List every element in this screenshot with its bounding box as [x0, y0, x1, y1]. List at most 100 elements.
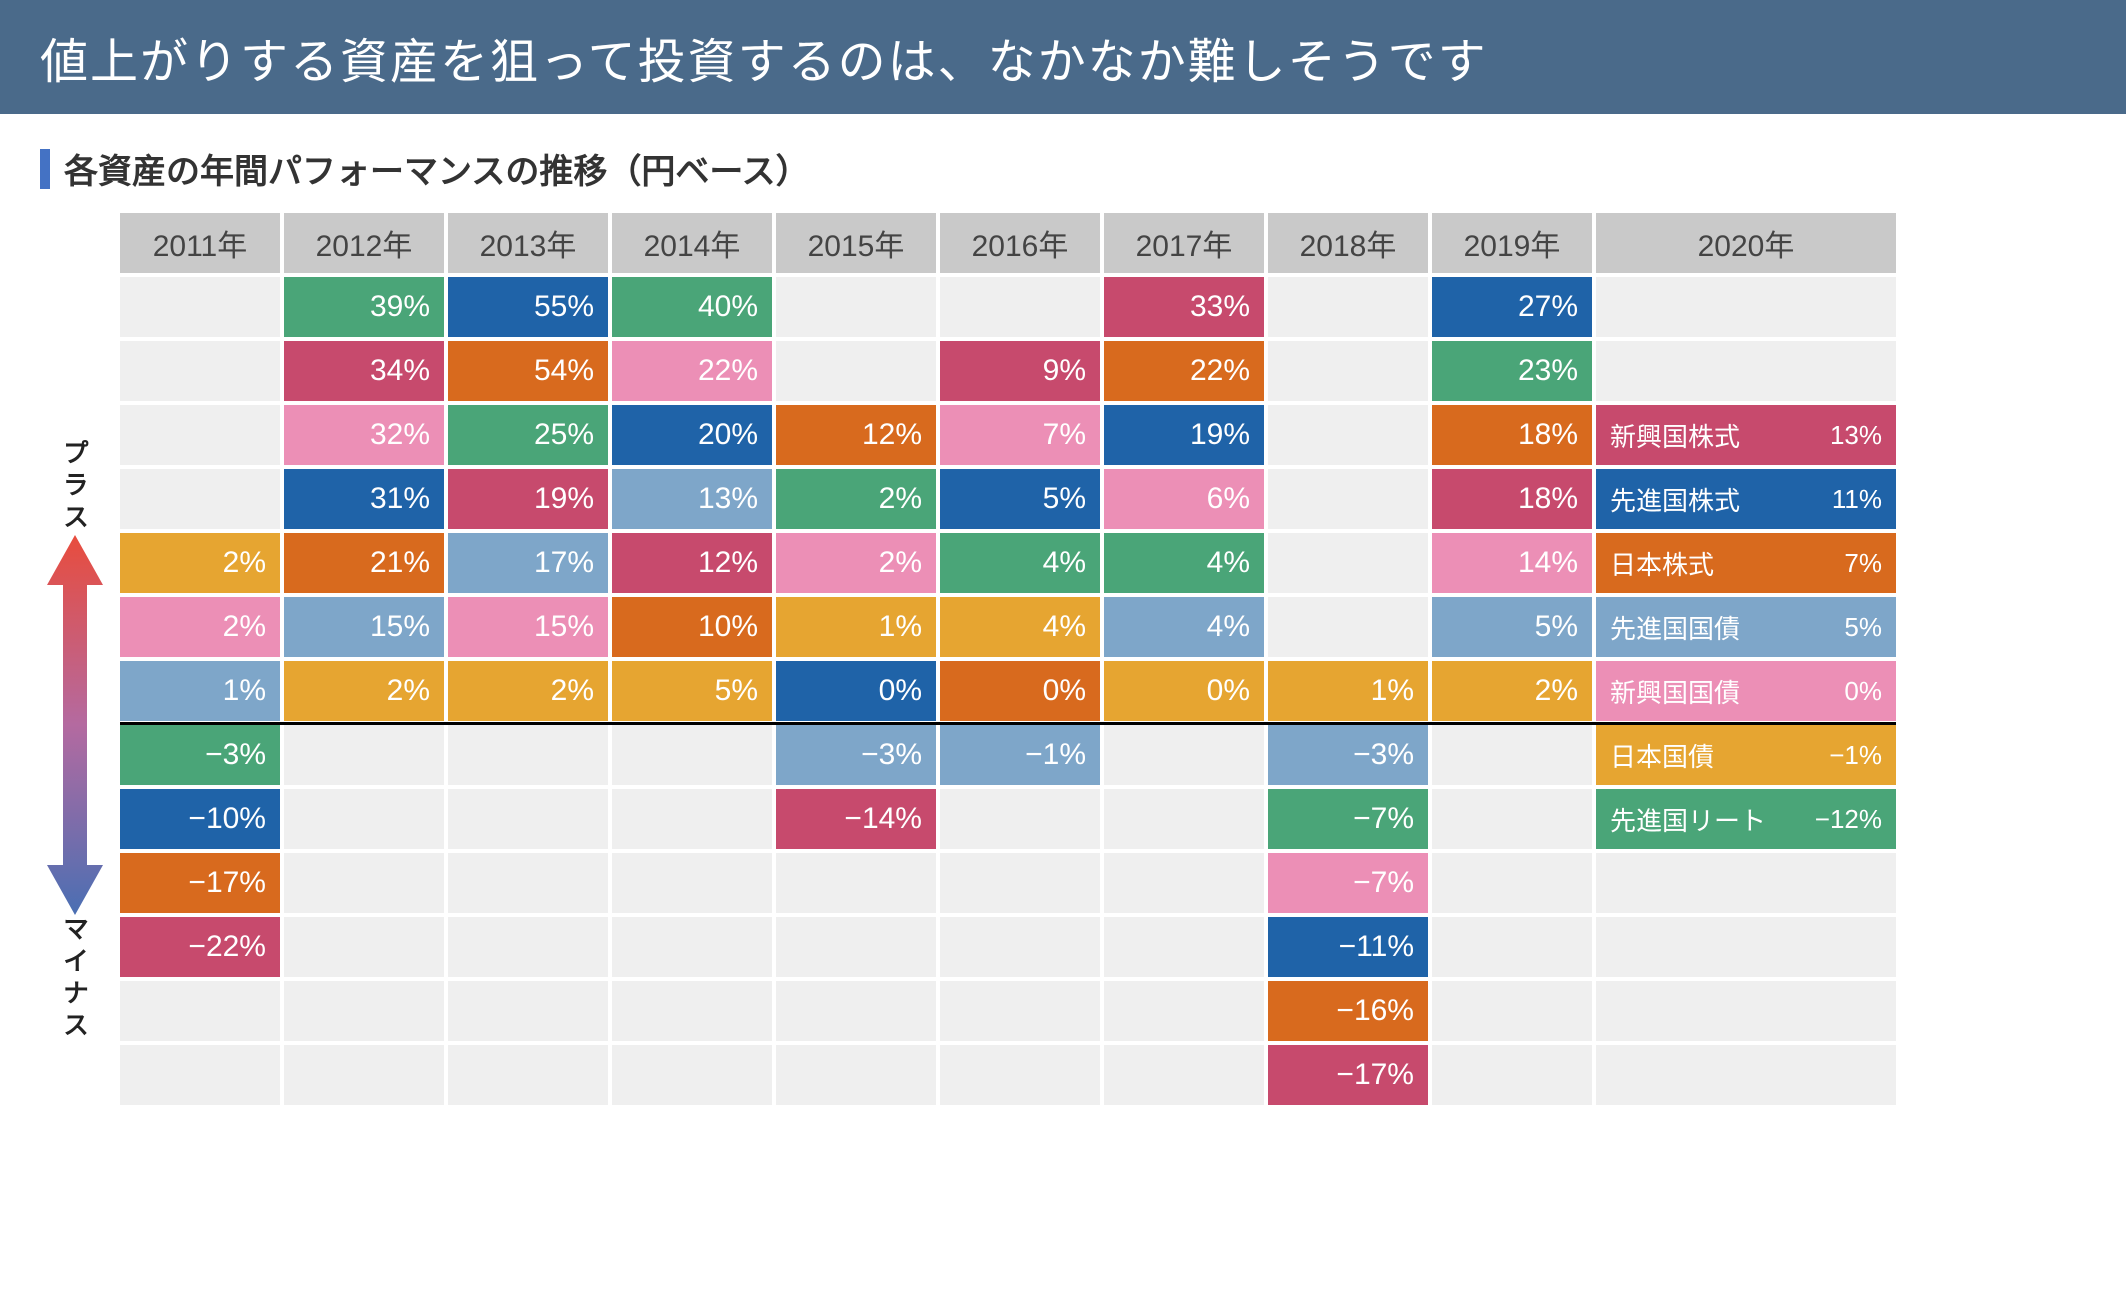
table-cell: 6%	[1104, 469, 1264, 529]
table-cell: 1%	[120, 661, 280, 721]
table-cell: −14%	[776, 789, 936, 849]
table-cell	[1104, 981, 1264, 1041]
table-cell	[120, 981, 280, 1041]
yaxis-minus-label: マイナス	[57, 915, 94, 1043]
column-header: 2013年	[448, 213, 608, 273]
table-cell: 40%	[612, 277, 772, 337]
table-cell	[612, 917, 772, 977]
table-cell: 2%	[120, 533, 280, 593]
column-header: 2018年	[1268, 213, 1428, 273]
table-cell: 5%	[612, 661, 772, 721]
legend-cell	[1596, 917, 1896, 977]
column-header: 2017年	[1104, 213, 1264, 273]
table-cell	[776, 853, 936, 913]
table-cell: 19%	[448, 469, 608, 529]
column-header: 2011年	[120, 213, 280, 273]
table-cell	[940, 981, 1100, 1041]
table-cell	[120, 405, 280, 465]
table-cell: 18%	[1432, 405, 1592, 465]
legend-cell: 先進国国債5%	[1596, 597, 1896, 657]
table-cell: 1%	[1268, 661, 1428, 721]
table-cell: 0%	[776, 661, 936, 721]
table-cell	[940, 277, 1100, 337]
y-axis: プラスマイナス	[30, 213, 120, 1109]
page-title: 値上がりする資産を狙って投資するのは、なかなか難しそうです	[0, 0, 2126, 114]
table-cell	[1104, 725, 1264, 785]
subtitle-accent-bar	[40, 149, 50, 189]
table-cell: 54%	[448, 341, 608, 401]
table-cell: 22%	[612, 341, 772, 401]
table-cell: 10%	[612, 597, 772, 657]
table-cell	[1432, 981, 1592, 1041]
table-cell: −10%	[120, 789, 280, 849]
table-cell: 2%	[448, 661, 608, 721]
table-cell: 39%	[284, 277, 444, 337]
table-cell	[940, 1045, 1100, 1105]
table-cell: 2%	[776, 469, 936, 529]
table-cell: 14%	[1432, 533, 1592, 593]
table-cell	[284, 981, 444, 1041]
legend-value: 7%	[1844, 548, 1882, 579]
legend-label: 日本国債	[1610, 737, 1714, 774]
table-cell	[1268, 597, 1428, 657]
table-cell: 12%	[776, 405, 936, 465]
table-cell	[612, 1045, 772, 1105]
table-cell: 22%	[1104, 341, 1264, 401]
table-cell: 0%	[940, 661, 1100, 721]
legend-cell	[1596, 1045, 1896, 1105]
column-header: 2014年	[612, 213, 772, 273]
table-cell	[120, 277, 280, 337]
arrow-up-icon	[47, 535, 103, 725]
table-cell: 9%	[940, 341, 1100, 401]
table-cell: 32%	[284, 405, 444, 465]
yaxis-plus-label: プラス	[57, 439, 94, 535]
column-header: 2012年	[284, 213, 444, 273]
table-cell	[448, 1045, 608, 1105]
table-cell	[284, 1045, 444, 1105]
table-cell: −3%	[120, 725, 280, 785]
table-cell: 21%	[284, 533, 444, 593]
legend-cell: 先進国株式11%	[1596, 469, 1896, 529]
table-cell: 5%	[940, 469, 1100, 529]
table-cell: 13%	[612, 469, 772, 529]
table-cell: 2%	[120, 597, 280, 657]
table-cell: 2%	[284, 661, 444, 721]
table-cell	[1268, 469, 1428, 529]
table-cell	[1432, 853, 1592, 913]
legend-cell	[1596, 341, 1896, 401]
table-cell	[776, 917, 936, 977]
legend-cell: 先進国リート −12%	[1596, 789, 1896, 849]
table-cell	[448, 725, 608, 785]
table-cell: −7%	[1268, 853, 1428, 913]
table-cell: 1%	[776, 597, 936, 657]
table-cell	[284, 789, 444, 849]
legend-label: 先進国リート	[1610, 801, 1766, 838]
table-cell: 5%	[1432, 597, 1592, 657]
table-cell: 4%	[940, 533, 1100, 593]
table-cell	[940, 789, 1100, 849]
table-cell	[1104, 789, 1264, 849]
table-cell: 0%	[1104, 661, 1264, 721]
legend-cell: 日本国債−1%	[1596, 725, 1896, 785]
legend-cell	[1596, 981, 1896, 1041]
table-cell: 17%	[448, 533, 608, 593]
table-cell	[120, 469, 280, 529]
table-cell	[1268, 533, 1428, 593]
column-header: 2019年	[1432, 213, 1592, 273]
table-cell: −17%	[1268, 1045, 1428, 1105]
table-cell: −11%	[1268, 917, 1428, 977]
table-cell	[284, 853, 444, 913]
subtitle-text: 各資産の年間パフォーマンスの推移（円ベース）	[64, 144, 810, 193]
chart-container: プラスマイナス 2011年2012年2013年2014年2015年2016年20…	[0, 213, 2126, 1139]
table-cell	[120, 1045, 280, 1105]
table-cell: −7%	[1268, 789, 1428, 849]
legend-label: 新興国株式	[1610, 417, 1740, 454]
legend-value: −12%	[1815, 804, 1882, 835]
table-cell: 34%	[284, 341, 444, 401]
legend-label: 日本株式	[1610, 545, 1714, 582]
table-cell: 4%	[940, 597, 1100, 657]
legend-cell: 新興国株式13%	[1596, 405, 1896, 465]
legend-value: 0%	[1844, 676, 1882, 707]
table-cell: 23%	[1432, 341, 1592, 401]
column-header: 2015年	[776, 213, 936, 273]
